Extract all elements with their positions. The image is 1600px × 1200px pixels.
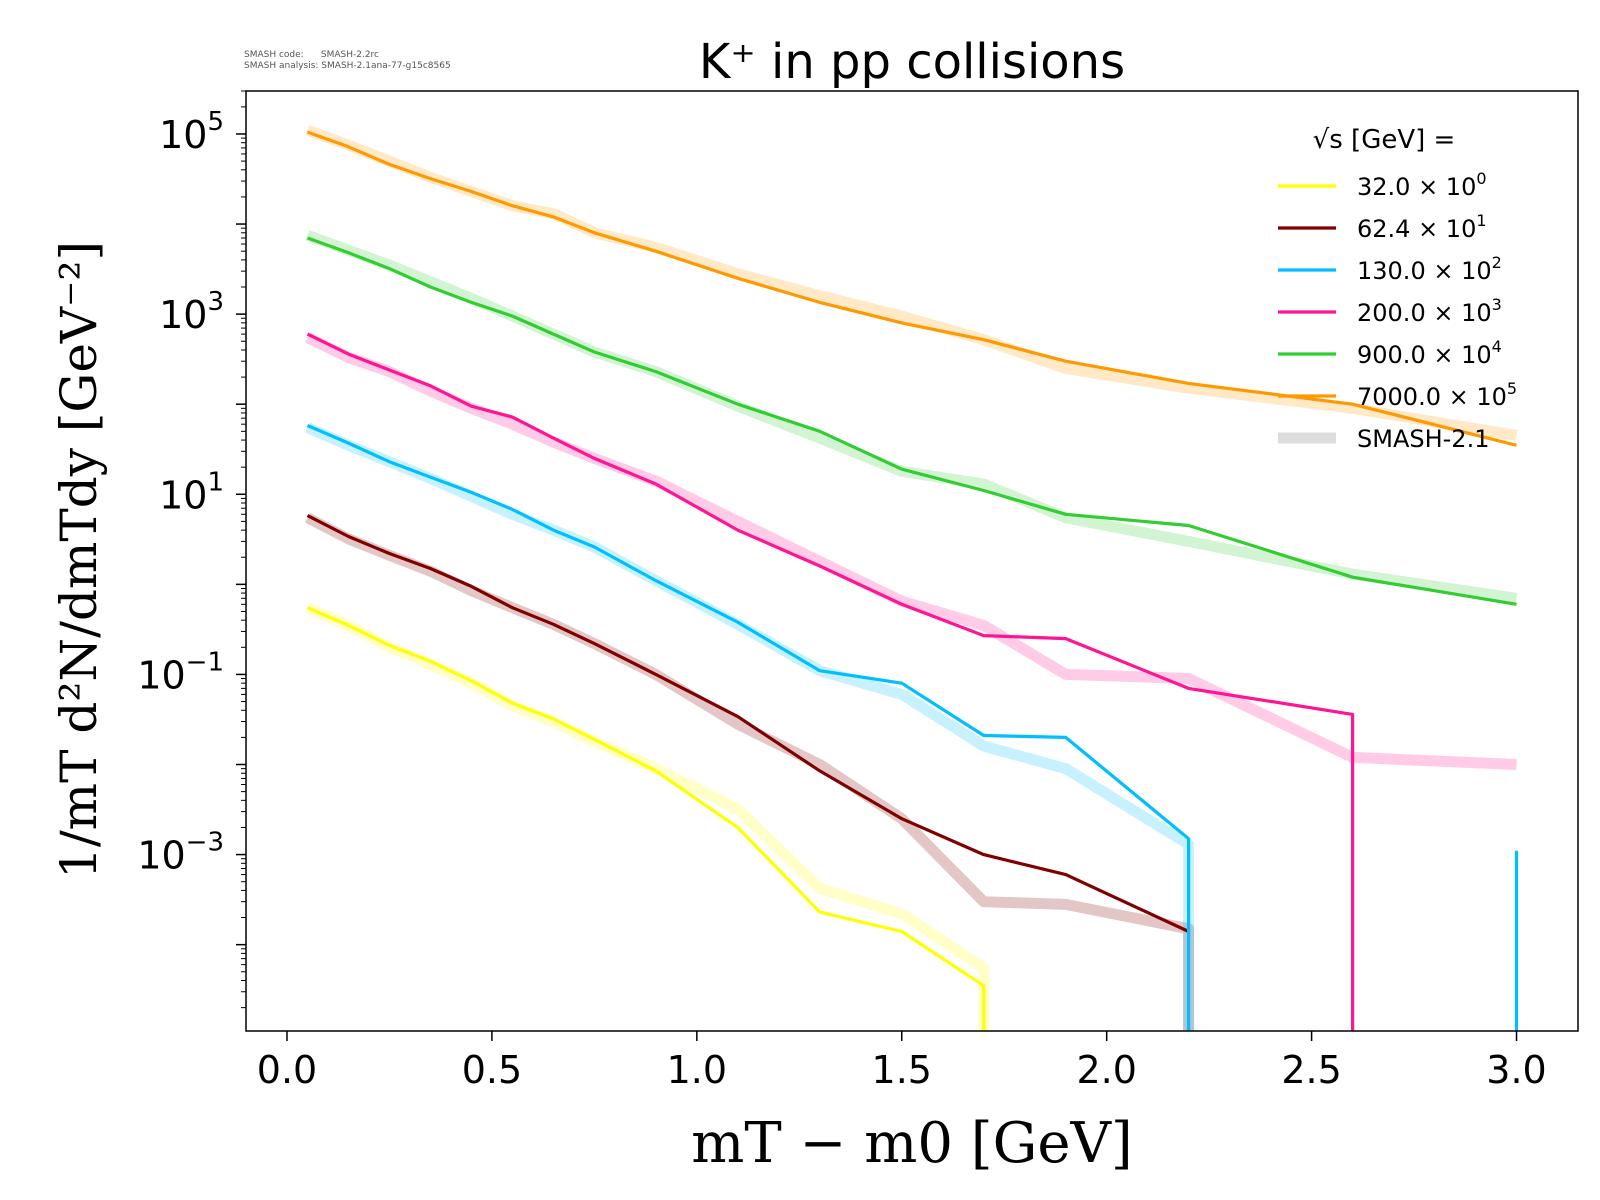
- x-tick-label: 0.0: [257, 1048, 317, 1092]
- legend-label-s7000: 7000.0 × 105: [1357, 379, 1517, 411]
- smash-code-label: SMASH code: SMASH-2.2rc: [244, 50, 380, 60]
- legend-title: √s [GeV] =: [1313, 125, 1456, 155]
- series-line-s624-3: [306, 514, 1190, 933]
- smash-band-s7000-10: [305, 125, 1518, 441]
- x-tick-label: 2.0: [1076, 1048, 1136, 1092]
- plot-frame: [245, 90, 1579, 1032]
- y-tick-label: 103: [159, 287, 224, 337]
- x-tick-label: 2.5: [1281, 1048, 1341, 1092]
- series-line-s7000-11: [306, 130, 1517, 447]
- legend-label-smash: SMASH-2.1: [1357, 425, 1489, 453]
- x-axis: 0.0 0.5 1.0 1.5 2.0 2.5 3.0: [257, 1031, 1547, 1092]
- smash-band-s624-2: [304, 512, 1195, 1031]
- legend-label-s900: 900.0 × 104: [1357, 337, 1502, 369]
- chart-title: K⁺ in pp collisions: [699, 34, 1125, 90]
- x-tick-label: 0.5: [462, 1048, 522, 1092]
- plot-area: [304, 125, 1519, 1031]
- series-line-s200-7: [306, 332, 1355, 1031]
- y-tick-label: 10−1: [137, 647, 224, 697]
- smash-band-s32-0: [305, 602, 990, 1031]
- series-line-s130-5: [306, 424, 1191, 1031]
- legend-label-s32: 32.0 × 100: [1357, 169, 1487, 201]
- y-tick-label: 101: [159, 467, 224, 517]
- x-tick-label: 1.0: [667, 1048, 727, 1092]
- legend-label-s624: 62.4 × 101: [1357, 211, 1487, 243]
- legend-label-s130: 130.0 × 102: [1357, 253, 1502, 285]
- x-tick-label: 1.5: [872, 1048, 932, 1092]
- smash-analysis-label: SMASH analysis: SMASH-2.1ana-77-g15c8565: [244, 61, 451, 71]
- y-axis: 105 103 101 10−1 10−3: [137, 90, 246, 1009]
- y-tick-label: 10−3: [137, 828, 224, 878]
- smash-band-s900-8: [305, 230, 1518, 604]
- series-line-s900-9: [306, 236, 1517, 606]
- legend: √s [GeV] = 32.0 × 100 62.4 × 101 130.0 × 10…: [1278, 125, 1517, 453]
- legend-label-s200: 200.0 × 103: [1357, 295, 1502, 327]
- y-tick-label: 105: [159, 107, 224, 157]
- series-line-s32-1: [306, 606, 986, 1031]
- y-axis-label: 1/mT d²N/dmTdy [GeV⁻²]: [50, 241, 108, 879]
- x-tick-label: 3.0: [1486, 1048, 1546, 1092]
- smash-band-s200-6: [305, 332, 1517, 770]
- x-axis-label: mT − m0 [GeV]: [691, 1111, 1133, 1176]
